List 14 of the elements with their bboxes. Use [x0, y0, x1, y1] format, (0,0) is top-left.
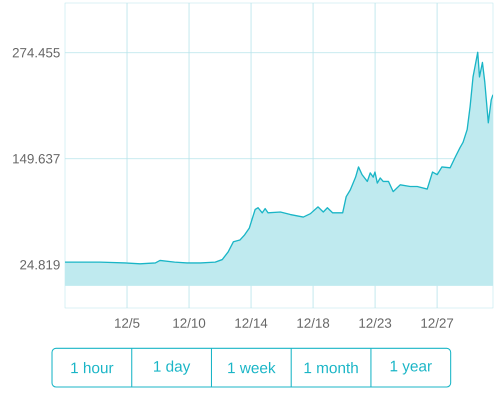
- y-tick-label: 24.819: [20, 260, 60, 270]
- text: 1 day: [154, 360, 190, 375]
- text: 1 hour: [71, 362, 114, 374]
- text: 1 year: [390, 360, 432, 375]
- x-tick-label: 12/14: [235, 318, 268, 328]
- y-tick-label: 149.637: [13, 154, 60, 164]
- text: 1 month: [304, 362, 358, 374]
- x-tick-label: 12/18: [297, 318, 330, 328]
- y-tick-label: 274.455: [12, 48, 60, 58]
- x-tick-label: 12/5: [115, 318, 140, 328]
- text: 1 week: [228, 362, 276, 374]
- x-tick-label: 12/23: [359, 318, 392, 328]
- x-tick-label: 12/27: [421, 318, 454, 328]
- x-tick-label: 12/10: [173, 318, 206, 328]
